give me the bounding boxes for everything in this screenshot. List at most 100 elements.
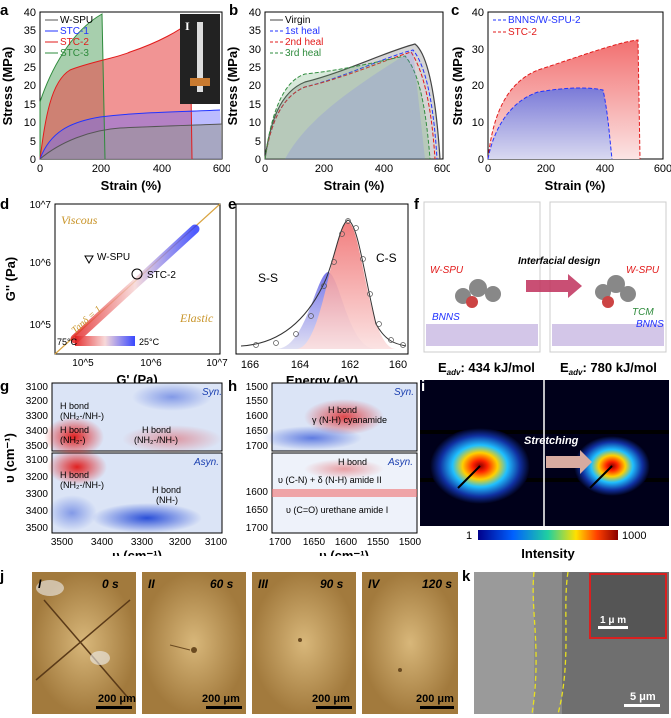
h-hb1: H bond <box>328 405 357 415</box>
h-asyn: Asyn. <box>387 457 413 468</box>
g-hb4b: (NH₂-/NH-) <box>60 480 104 490</box>
chart-d: Viscous Elastic Tanδ = 1 W-SPU STC-2 75°… <box>3 200 228 386</box>
a-xlabel: Strain (%) <box>101 178 162 193</box>
e-ss: S-S <box>258 271 278 285</box>
d-x1: 10^6 <box>140 358 162 369</box>
a-y6: 30 <box>24 44 36 56</box>
g-hb1b: (NH₂-/NH-) <box>60 411 104 421</box>
d-viscous: Viscous <box>61 213 98 227</box>
legend-b-3: 3rd heal <box>285 48 321 59</box>
panel-label-f: f <box>414 196 419 213</box>
legend-a-2: STC-2 <box>60 37 89 48</box>
f-tcm: TCM <box>632 307 654 318</box>
b-y4: 20 <box>249 80 261 92</box>
h-yt3: 1650 <box>246 426 269 437</box>
i-intensity: Intensity <box>521 546 575 561</box>
c-ylabel: Stress (MPa) <box>450 47 465 126</box>
g-ylabel: υ (cm⁻¹) <box>2 433 17 483</box>
d-stc2: STC-2 <box>147 270 176 281</box>
g-yb3: 3400 <box>26 506 49 517</box>
h-x1: 1650 <box>303 537 326 548</box>
b-y2: 10 <box>249 117 261 129</box>
legend-b-1: 1st heal <box>285 26 320 37</box>
d-y0: 10^5 <box>30 320 52 331</box>
c-y4: 40 <box>472 7 484 19</box>
g-hb2b: (NH₂-) <box>60 435 85 445</box>
c-xlabel: Strain (%) <box>545 178 606 193</box>
legend-a-1: STC-1 <box>60 26 89 37</box>
chart-c: BNNS/W-SPU-2 STC-2 0 10 20 30 40 0 200 4… <box>450 7 671 193</box>
g-hb1: H bond <box>60 401 89 411</box>
j-t0: 0 s <box>102 577 119 591</box>
b-y3: 15 <box>249 99 261 111</box>
g-syn: Syn. <box>202 387 222 398</box>
h-hb1b: γ (N-H) cyanamide <box>312 415 387 425</box>
i-stretch: Stretching <box>524 435 579 447</box>
b-y8: 40 <box>249 7 261 19</box>
c-y3: 30 <box>472 44 484 56</box>
g-yt0: 3100 <box>26 382 49 393</box>
a-y2: 10 <box>24 117 36 129</box>
b-y7: 35 <box>249 25 261 37</box>
chart-h: Syn. Asyn. H bond γ (N-H) cyanamide H bo… <box>246 382 422 556</box>
b-x3: 600 <box>434 163 450 175</box>
k-inset-scale: 1 μ m <box>600 615 626 626</box>
c-y2: 20 <box>472 80 484 92</box>
g-x0: 3500 <box>51 537 74 548</box>
h-x0: 1700 <box>269 537 292 548</box>
g-hb3b: (NH₂-/NH-) <box>134 435 178 445</box>
a-y5: 25 <box>24 62 36 74</box>
h-yb1: 1650 <box>246 505 269 516</box>
h-x3: 1550 <box>367 537 390 548</box>
h-l3: υ (C=O) urethane amide I <box>286 505 388 515</box>
h-hb2: H bond <box>338 457 367 467</box>
h-l2: υ (C-N) + δ (N-H) amide II <box>278 475 382 485</box>
b-y5: 25 <box>249 62 261 74</box>
panel-label-j: j <box>0 568 5 585</box>
j-s3: 200 μm <box>416 693 454 705</box>
figure-j: I 0 s II 60 s III 90 s IV 120 s 200 μm 2… <box>32 572 458 714</box>
d-t25: 25°C <box>139 337 160 347</box>
e-x0: 166 <box>241 359 259 371</box>
a-x0: 0 <box>37 163 43 175</box>
a-y8: 40 <box>24 7 36 19</box>
f-e1: Eadv: 434 kJ/mol <box>438 360 535 377</box>
a-y3: 15 <box>24 99 36 111</box>
h-yb0: 1600 <box>246 487 269 498</box>
panel-label-c: c <box>451 2 460 19</box>
j-s1: 200 μm <box>202 693 240 705</box>
chart-e: S-S C-S 166 164 162 160 Energy (eV) <box>235 203 409 386</box>
j-t1: 60 s <box>210 577 234 591</box>
e-x3: 160 <box>389 359 407 371</box>
g-x1: 3400 <box>91 537 114 548</box>
c-x1: 200 <box>537 163 555 175</box>
j-r0: I <box>38 577 42 591</box>
b-x1: 200 <box>315 163 333 175</box>
legend-b-0: Virgin <box>285 15 310 26</box>
c-x2: 400 <box>596 163 614 175</box>
g-hb5: H bond <box>152 485 181 495</box>
panel-label-a: a <box>0 2 9 19</box>
figure-i: Stretching 1 1000 Intensity <box>420 380 669 561</box>
g-yb2: 3300 <box>26 489 49 500</box>
g-hb2: H bond <box>60 425 89 435</box>
g-yb0: 3100 <box>26 455 49 466</box>
a-ylabel: Stress (MPa) <box>0 47 15 126</box>
panel-label-k: k <box>462 568 471 585</box>
d-y1: 10^6 <box>30 258 52 269</box>
g-hb4: H bond <box>60 470 89 480</box>
g-yb4: 3500 <box>26 523 49 534</box>
d-y2: 10^7 <box>30 200 52 211</box>
chart-g: Syn. Asyn. H bond(NH₂-/NH-) H bond(NH₂-)… <box>2 382 228 556</box>
h-yt0: 1500 <box>246 382 269 393</box>
b-y0: 0 <box>255 154 261 166</box>
d-t75: 75°C <box>57 337 78 347</box>
b-y6: 30 <box>249 44 261 56</box>
chart-b: Virgin 1st heal 2nd heal 3rd heal 0 5 10… <box>225 7 450 193</box>
figure-k: 1 μ m 5 μm <box>474 571 669 715</box>
g-hb5b: (NH-) <box>156 495 178 505</box>
k-scale: 5 μm <box>630 691 656 703</box>
g-yt1: 3200 <box>26 396 49 407</box>
h-yt1: 1550 <box>246 396 269 407</box>
legend-c-0: BNNS/W-SPU-2 <box>508 15 581 26</box>
